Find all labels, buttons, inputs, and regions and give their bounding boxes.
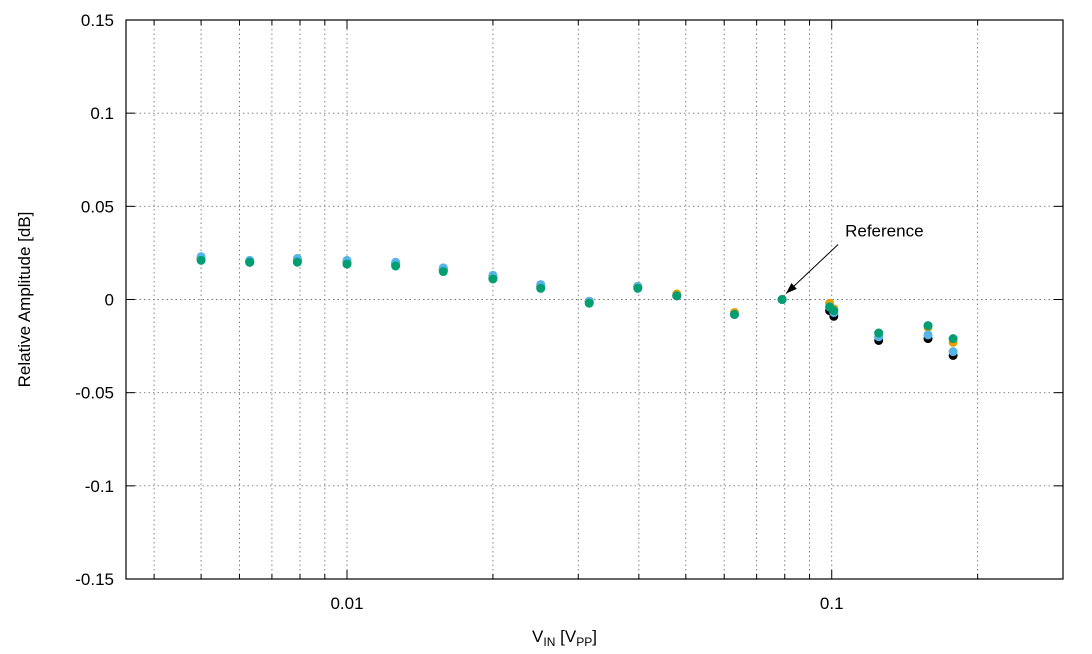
data-point [488, 274, 498, 284]
data-point [729, 309, 739, 319]
y-tick-label: 0.15 [81, 11, 114, 30]
data-point [438, 267, 448, 277]
reference-annotation: Reference [785, 222, 924, 294]
x-tick-label: 0.01 [330, 594, 363, 613]
tick-labels: 0.15 0.1 0.05 0 -0.05 -0.1 -0.15 0.01 0.1 [75, 11, 843, 613]
data-point [536, 283, 546, 293]
x-axis-title-main: V [532, 627, 544, 646]
data-point [948, 334, 958, 344]
plot-frame [125, 19, 1064, 580]
y-tick-label: 0 [105, 291, 114, 310]
data-point [672, 291, 682, 301]
y-axis-title: Relative Amplitude [dB] [15, 212, 34, 388]
y-tick-label: -0.1 [85, 477, 114, 496]
y-tick-label: -0.05 [75, 384, 114, 403]
data-point [923, 321, 933, 331]
x-tick-label: 0.1 [820, 594, 844, 613]
grid [126, 20, 1063, 579]
axis-ticks [126, 19, 1063, 580]
data-point [292, 257, 302, 267]
data-point [948, 347, 958, 357]
data-point [584, 298, 594, 308]
data-point [777, 295, 787, 304]
data-point [342, 259, 352, 269]
y-tick-label: 0.05 [81, 197, 114, 216]
data-point [245, 257, 255, 267]
annotation-arrowhead [786, 283, 797, 294]
data-point [923, 330, 933, 340]
annotation-arrow [785, 244, 839, 294]
x-axis-title: VIN [VPP] [532, 627, 597, 649]
data-point [196, 255, 206, 265]
x-axis-title-unit-close: ] [592, 627, 597, 646]
x-axis-title-unit-open: [V [555, 627, 576, 646]
data-point [633, 283, 643, 293]
x-axis-title-main-sub: IN [543, 635, 555, 649]
data-point [874, 328, 884, 338]
data-points [196, 252, 958, 360]
annotation-label: Reference [845, 222, 923, 241]
y-tick-label: -0.15 [75, 570, 114, 589]
y-tick-label: 0.1 [90, 104, 114, 123]
x-axis-title-unit-sub: PP [576, 635, 592, 649]
data-point [391, 261, 401, 271]
data-point [829, 306, 839, 316]
